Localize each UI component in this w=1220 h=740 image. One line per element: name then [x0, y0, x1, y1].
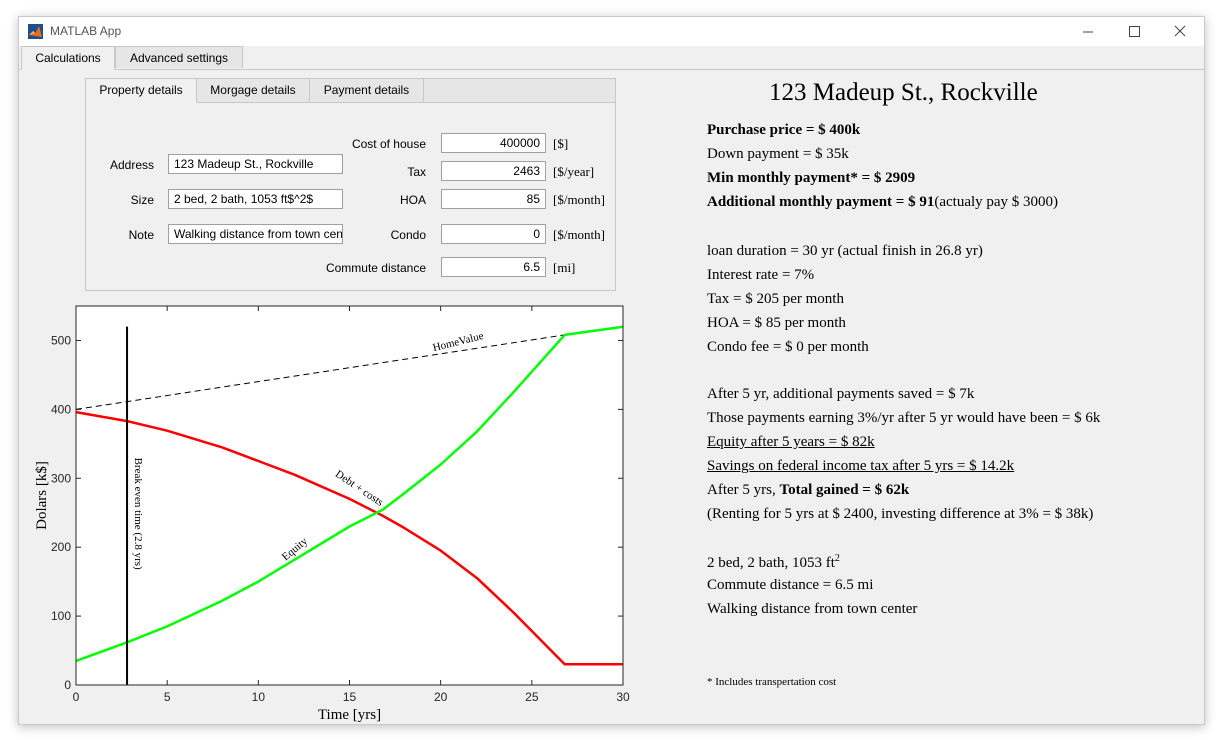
app-window: MATLAB App Calculations Advanced setting…	[18, 16, 1205, 725]
close-icon[interactable]	[1157, 17, 1203, 46]
break-even-label: Break even time (2.8 yrs)	[132, 458, 144, 570]
x-tick-label: 5	[164, 690, 171, 704]
condo-unit: [$/month]	[553, 227, 605, 242]
hoa-unit: [$/month]	[553, 192, 605, 207]
tax-unit: [$/year]	[553, 164, 595, 179]
tab-payment-details[interactable]: Payment details	[310, 79, 424, 102]
plot-area	[76, 306, 623, 685]
size-field[interactable]: 2 bed, 2 bath, 1053 ft$^2$	[168, 189, 343, 209]
footnote-text: * Includes transpertation cost	[707, 676, 837, 688]
size-summary-line: 2 bed, 2 bath, 1053 ft2	[707, 553, 840, 572]
y-tick-label: 0	[64, 678, 71, 692]
main-tab-bar: Calculations Advanced settings	[19, 46, 1204, 70]
x-tick-label: 0	[73, 690, 80, 704]
property-panel: Property details Morgage details Payment…	[85, 78, 616, 291]
payments-earning-text: Those payments earning 3%/yr after 5 yr …	[707, 410, 1101, 426]
title-bar[interactable]: MATLAB App	[19, 17, 1204, 46]
commute-unit: [mi]	[553, 260, 576, 275]
x-tick-label: 20	[434, 690, 448, 704]
cost-of-house-field[interactable]: 400000	[441, 133, 546, 153]
note-summary-text: Walking distance from town center	[707, 601, 918, 617]
tab-calculations[interactable]: Calculations	[21, 46, 115, 70]
additional-payment-line: Additional monthly payment = $ 91(actual…	[707, 194, 1058, 211]
purchase-price-text: Purchase price = $ 400k	[707, 122, 861, 138]
y-tick-label: 200	[51, 540, 71, 554]
actual-payment-text: (actualy pay $ 3000)	[934, 194, 1059, 210]
window-title: MATLAB App	[50, 24, 122, 38]
y-tick-label: 400	[51, 402, 71, 416]
x-tick-label: 25	[525, 690, 539, 704]
total-gained-text: Total gained = $ 62k	[779, 482, 910, 498]
condo-label: Condo	[390, 228, 426, 242]
tab-morgage-details[interactable]: Morgage details	[197, 79, 310, 102]
tab-property-details[interactable]: Property details	[86, 79, 197, 103]
y-tick-label: 100	[51, 609, 71, 623]
note-field[interactable]: Walking distance from town center	[168, 224, 343, 244]
minimize-icon[interactable]	[1065, 17, 1111, 46]
commute-distance-field[interactable]: 6.5	[441, 257, 546, 277]
additional-payment-text: Additional monthly payment = $ 91	[707, 194, 935, 210]
size-superscript: 2	[834, 553, 840, 564]
loan-duration-text: loan duration = 30 yr (actual finish in …	[707, 243, 983, 259]
condo-field[interactable]: 0	[441, 224, 546, 244]
size-summary-text: 2 bed, 2 bath, 1053 ft	[707, 555, 835, 571]
hoa-field[interactable]: 85	[441, 189, 546, 209]
cost-unit: [$]	[553, 136, 569, 151]
size-label: Size	[130, 193, 154, 207]
x-tick-label: 10	[252, 690, 266, 704]
x-tick-label: 15	[343, 690, 357, 704]
commute-distance-label: Commute distance	[325, 261, 426, 275]
x-axis-label: Time [yrs]	[318, 707, 381, 723]
tax-label: Tax	[407, 165, 426, 179]
address-field[interactable]: 123 Madeup St., Rockville	[168, 154, 343, 174]
inner-tab-bar: Property details Morgage details Payment…	[86, 79, 615, 103]
matlab-logo-icon	[28, 24, 43, 39]
total-gained-line: After 5 yrs, Total gained = $ 62k	[707, 482, 909, 499]
plot-frame	[75, 305, 624, 686]
maximize-icon[interactable]	[1111, 17, 1157, 46]
total-gained-prefix: After 5 yrs,	[707, 482, 780, 498]
hoa-per-month-text: HOA = $ 85 per month	[707, 315, 846, 331]
interest-rate-text: Interest rate = 7%	[707, 267, 815, 283]
renting-text: (Renting for 5 yrs at $ 2400, investing …	[707, 506, 1094, 522]
tax-field[interactable]: 2463	[441, 161, 546, 181]
tab-advanced-settings[interactable]: Advanced settings	[115, 46, 243, 68]
note-label: Note	[128, 228, 154, 242]
tax-per-month-text: Tax = $ 205 per month	[707, 291, 844, 307]
y-axis-label: Dolars [k$]	[34, 461, 50, 530]
property-title: 123 Madeup St., Rockville	[769, 79, 1038, 106]
series-line	[75, 325, 624, 663]
y-tick-label: 300	[51, 471, 71, 485]
series-line	[75, 410, 623, 666]
y-tick-label: 500	[51, 333, 71, 347]
min-payment-text: Min monthly payment* = $ 2909	[707, 170, 916, 186]
tax-savings-text: Savings on federal income tax after 5 yr…	[707, 458, 1015, 474]
commute-summary-text: Commute distance = 6.5 mi	[707, 577, 874, 593]
payments-saved-text: After 5 yr, additional payments saved = …	[707, 386, 975, 402]
address-label: Address	[109, 158, 154, 172]
equity-text: Equity after 5 years = $ 82k	[707, 434, 875, 450]
hoa-label: HOA	[399, 193, 426, 207]
down-payment-text: Down payment = $ 35k	[707, 146, 849, 162]
x-tick-label: 30	[616, 690, 630, 704]
condo-fee-text: Condo fee = $ 0 per month	[707, 339, 869, 355]
cost-of-house-label: Cost of house	[351, 137, 426, 151]
